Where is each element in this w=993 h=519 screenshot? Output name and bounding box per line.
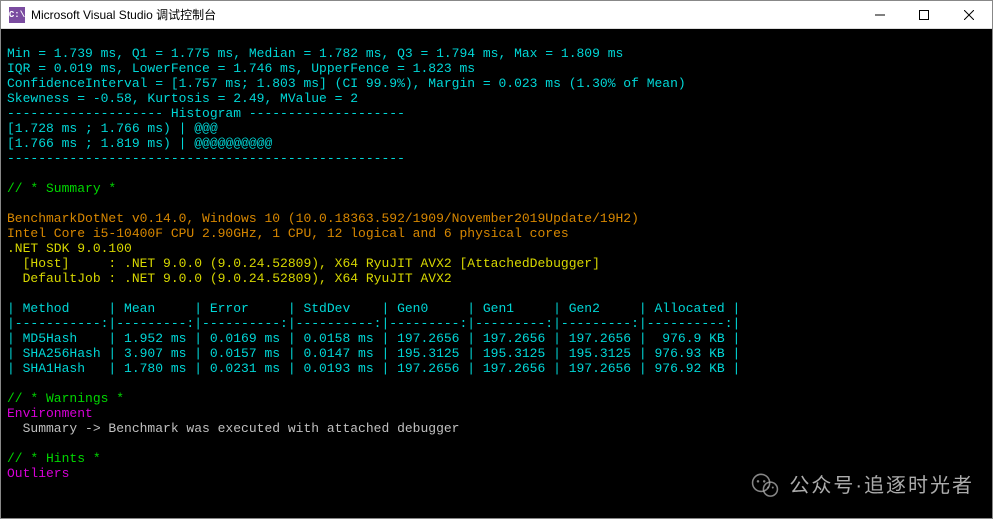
- watermark: 公众号·追逐时光者: [751, 472, 974, 500]
- watermark-text: 公众号·追逐时光者: [789, 479, 974, 494]
- stats-iqr-line: IQR = 0.019 ms, LowerFence = 1.746 ms, U…: [7, 61, 475, 76]
- histogram-row-2: [1.766 ms ; 1.819 ms) | @@@@@@@@@@: [7, 136, 272, 151]
- env-line-4: [Host] : .NET 9.0.0 (9.0.24.52809), X64 …: [7, 256, 600, 271]
- table-row: | MD5Hash | 1.952 ms | 0.0169 ms | 0.015…: [7, 331, 740, 346]
- stats-ci-line: ConfidenceInterval = [1.757 ms; 1.803 ms…: [7, 76, 686, 91]
- maximize-button[interactable]: [902, 1, 946, 28]
- stats-min-line: Min = 1.739 ms, Q1 = 1.775 ms, Median = …: [7, 46, 623, 61]
- stats-skew-line: Skewness = -0.58, Kurtosis = 2.49, MValu…: [7, 91, 358, 106]
- wechat-icon: [751, 472, 779, 500]
- maximize-icon: [919, 10, 929, 20]
- env-line-2: Intel Core i5-10400F CPU 2.90GHz, 1 CPU,…: [7, 226, 569, 241]
- window-controls: [858, 1, 992, 28]
- close-button[interactable]: [946, 1, 992, 28]
- hints-header: // * Hints *: [7, 451, 101, 466]
- titlebar[interactable]: C:\ Microsoft Visual Studio 调试控制台: [1, 1, 992, 29]
- window-title: Microsoft Visual Studio 调试控制台: [31, 6, 858, 23]
- app-icon: C:\: [9, 7, 25, 23]
- window-frame: C:\ Microsoft Visual Studio 调试控制台 Min = …: [0, 0, 993, 519]
- minimize-icon: [875, 10, 885, 20]
- minimize-button[interactable]: [858, 1, 902, 28]
- hints-outliers: Outliers: [7, 466, 69, 481]
- env-line-3: .NET SDK 9.0.100: [7, 241, 132, 256]
- table-row: | SHA256Hash | 3.907 ms | 0.0157 ms | 0.…: [7, 346, 740, 361]
- histogram-footer: ----------------------------------------…: [7, 151, 405, 166]
- warnings-env-label: Environment: [7, 406, 93, 421]
- close-icon: [964, 10, 974, 20]
- table-header: | Method | Mean | Error | StdDev | Gen0 …: [7, 301, 740, 316]
- console-output[interactable]: Min = 1.739 ms, Q1 = 1.775 ms, Median = …: [1, 29, 992, 518]
- histogram-row-1: [1.728 ms ; 1.766 ms) | @@@: [7, 121, 218, 136]
- table-divider: |-----------:|---------:|----------:|---…: [7, 316, 740, 331]
- summary-header: // * Summary *: [7, 181, 116, 196]
- histogram-header: -------------------- Histogram ---------…: [7, 106, 405, 121]
- table-row: | SHA1Hash | 1.780 ms | 0.0231 ms | 0.01…: [7, 361, 740, 376]
- warnings-message: Summary -> Benchmark was executed with a…: [7, 421, 459, 436]
- env-line-1: BenchmarkDotNet v0.14.0, Windows 10 (10.…: [7, 211, 639, 226]
- warnings-header: // * Warnings *: [7, 391, 124, 406]
- env-line-5: DefaultJob : .NET 9.0.0 (9.0.24.52809), …: [7, 271, 452, 286]
